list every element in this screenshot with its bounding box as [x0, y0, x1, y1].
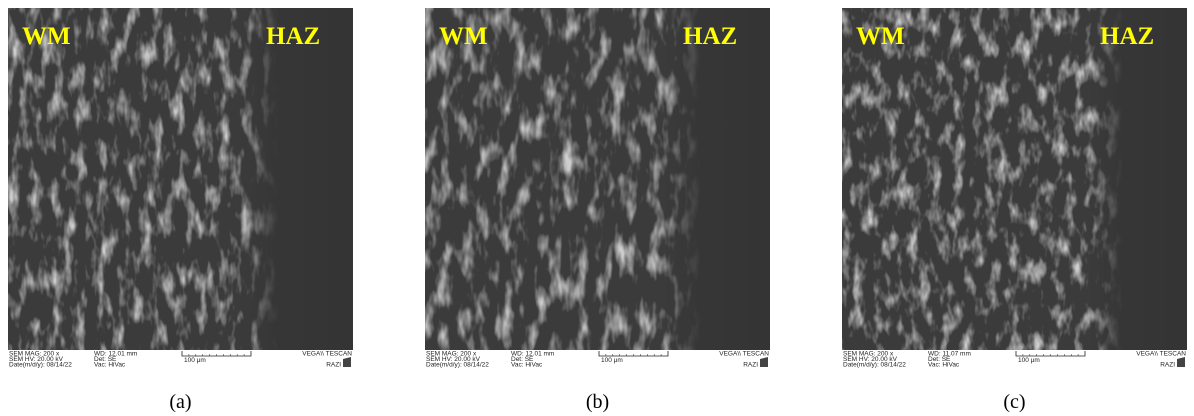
lab-logo — [1177, 357, 1185, 367]
scale-text: 100 μm — [601, 357, 623, 364]
info-text: WD: 12.01 mm — [511, 351, 554, 358]
brand-text: VEGA\\ TESCAN — [719, 351, 769, 358]
left-label: WM — [439, 23, 488, 50]
brand-text: VEGA\\ TESCAN — [302, 351, 352, 358]
haz-region — [663, 8, 770, 350]
caption: (b) — [586, 391, 609, 413]
caption: (a) — [169, 391, 191, 413]
caption: (c) — [1003, 391, 1025, 413]
info-text: Date(m/d/y): 08/14/22 — [9, 362, 72, 369]
haz-region — [238, 8, 353, 350]
info-text: Vac: HiVac — [94, 362, 126, 369]
left-label: WM — [856, 23, 905, 50]
brand-text: VEGA\\ TESCAN — [1136, 351, 1186, 358]
info-bar — [842, 350, 1187, 368]
haz-region — [1088, 8, 1187, 350]
info-text: SEM MAG: 200 x — [843, 351, 894, 358]
info-text: Det: SE — [94, 356, 117, 363]
left-label: WM — [22, 23, 71, 50]
info-bar — [8, 350, 353, 368]
info-text: Vac: HiVac — [511, 362, 543, 369]
info-text: SEM MAG: 200 x — [426, 351, 477, 358]
lab-logo — [760, 357, 768, 367]
lab-logo — [343, 357, 351, 367]
info-text: WD: 11.07 mm — [928, 351, 971, 358]
info-text: SEM HV: 20.00 kV — [843, 356, 898, 363]
info-text: Det: SE — [928, 356, 951, 363]
right-label: HAZ — [683, 23, 737, 50]
scale-text: 100 μm — [1018, 357, 1040, 364]
info-text: Det: SE — [511, 356, 534, 363]
right-label: HAZ — [1100, 23, 1154, 50]
info-text: WD: 12.01 mm — [94, 351, 137, 358]
info-text: SEM HV: 20.00 kV — [426, 356, 481, 363]
info-text: Vac: HiVac — [928, 362, 960, 369]
info-text: SEM MAG: 200 x — [9, 351, 60, 358]
right-label: HAZ — [266, 23, 320, 50]
info-bar — [425, 350, 770, 368]
lab-text: RAZI — [1160, 362, 1175, 369]
info-text: Date(m/d/y): 08/14/22 — [426, 362, 489, 369]
lab-text: RAZI — [326, 362, 341, 369]
scale-text: 100 μm — [184, 357, 206, 364]
info-text: Date(m/d/y): 08/14/22 — [843, 362, 906, 369]
lab-text: RAZI — [743, 362, 758, 369]
info-text: SEM HV: 20.00 kV — [9, 356, 64, 363]
